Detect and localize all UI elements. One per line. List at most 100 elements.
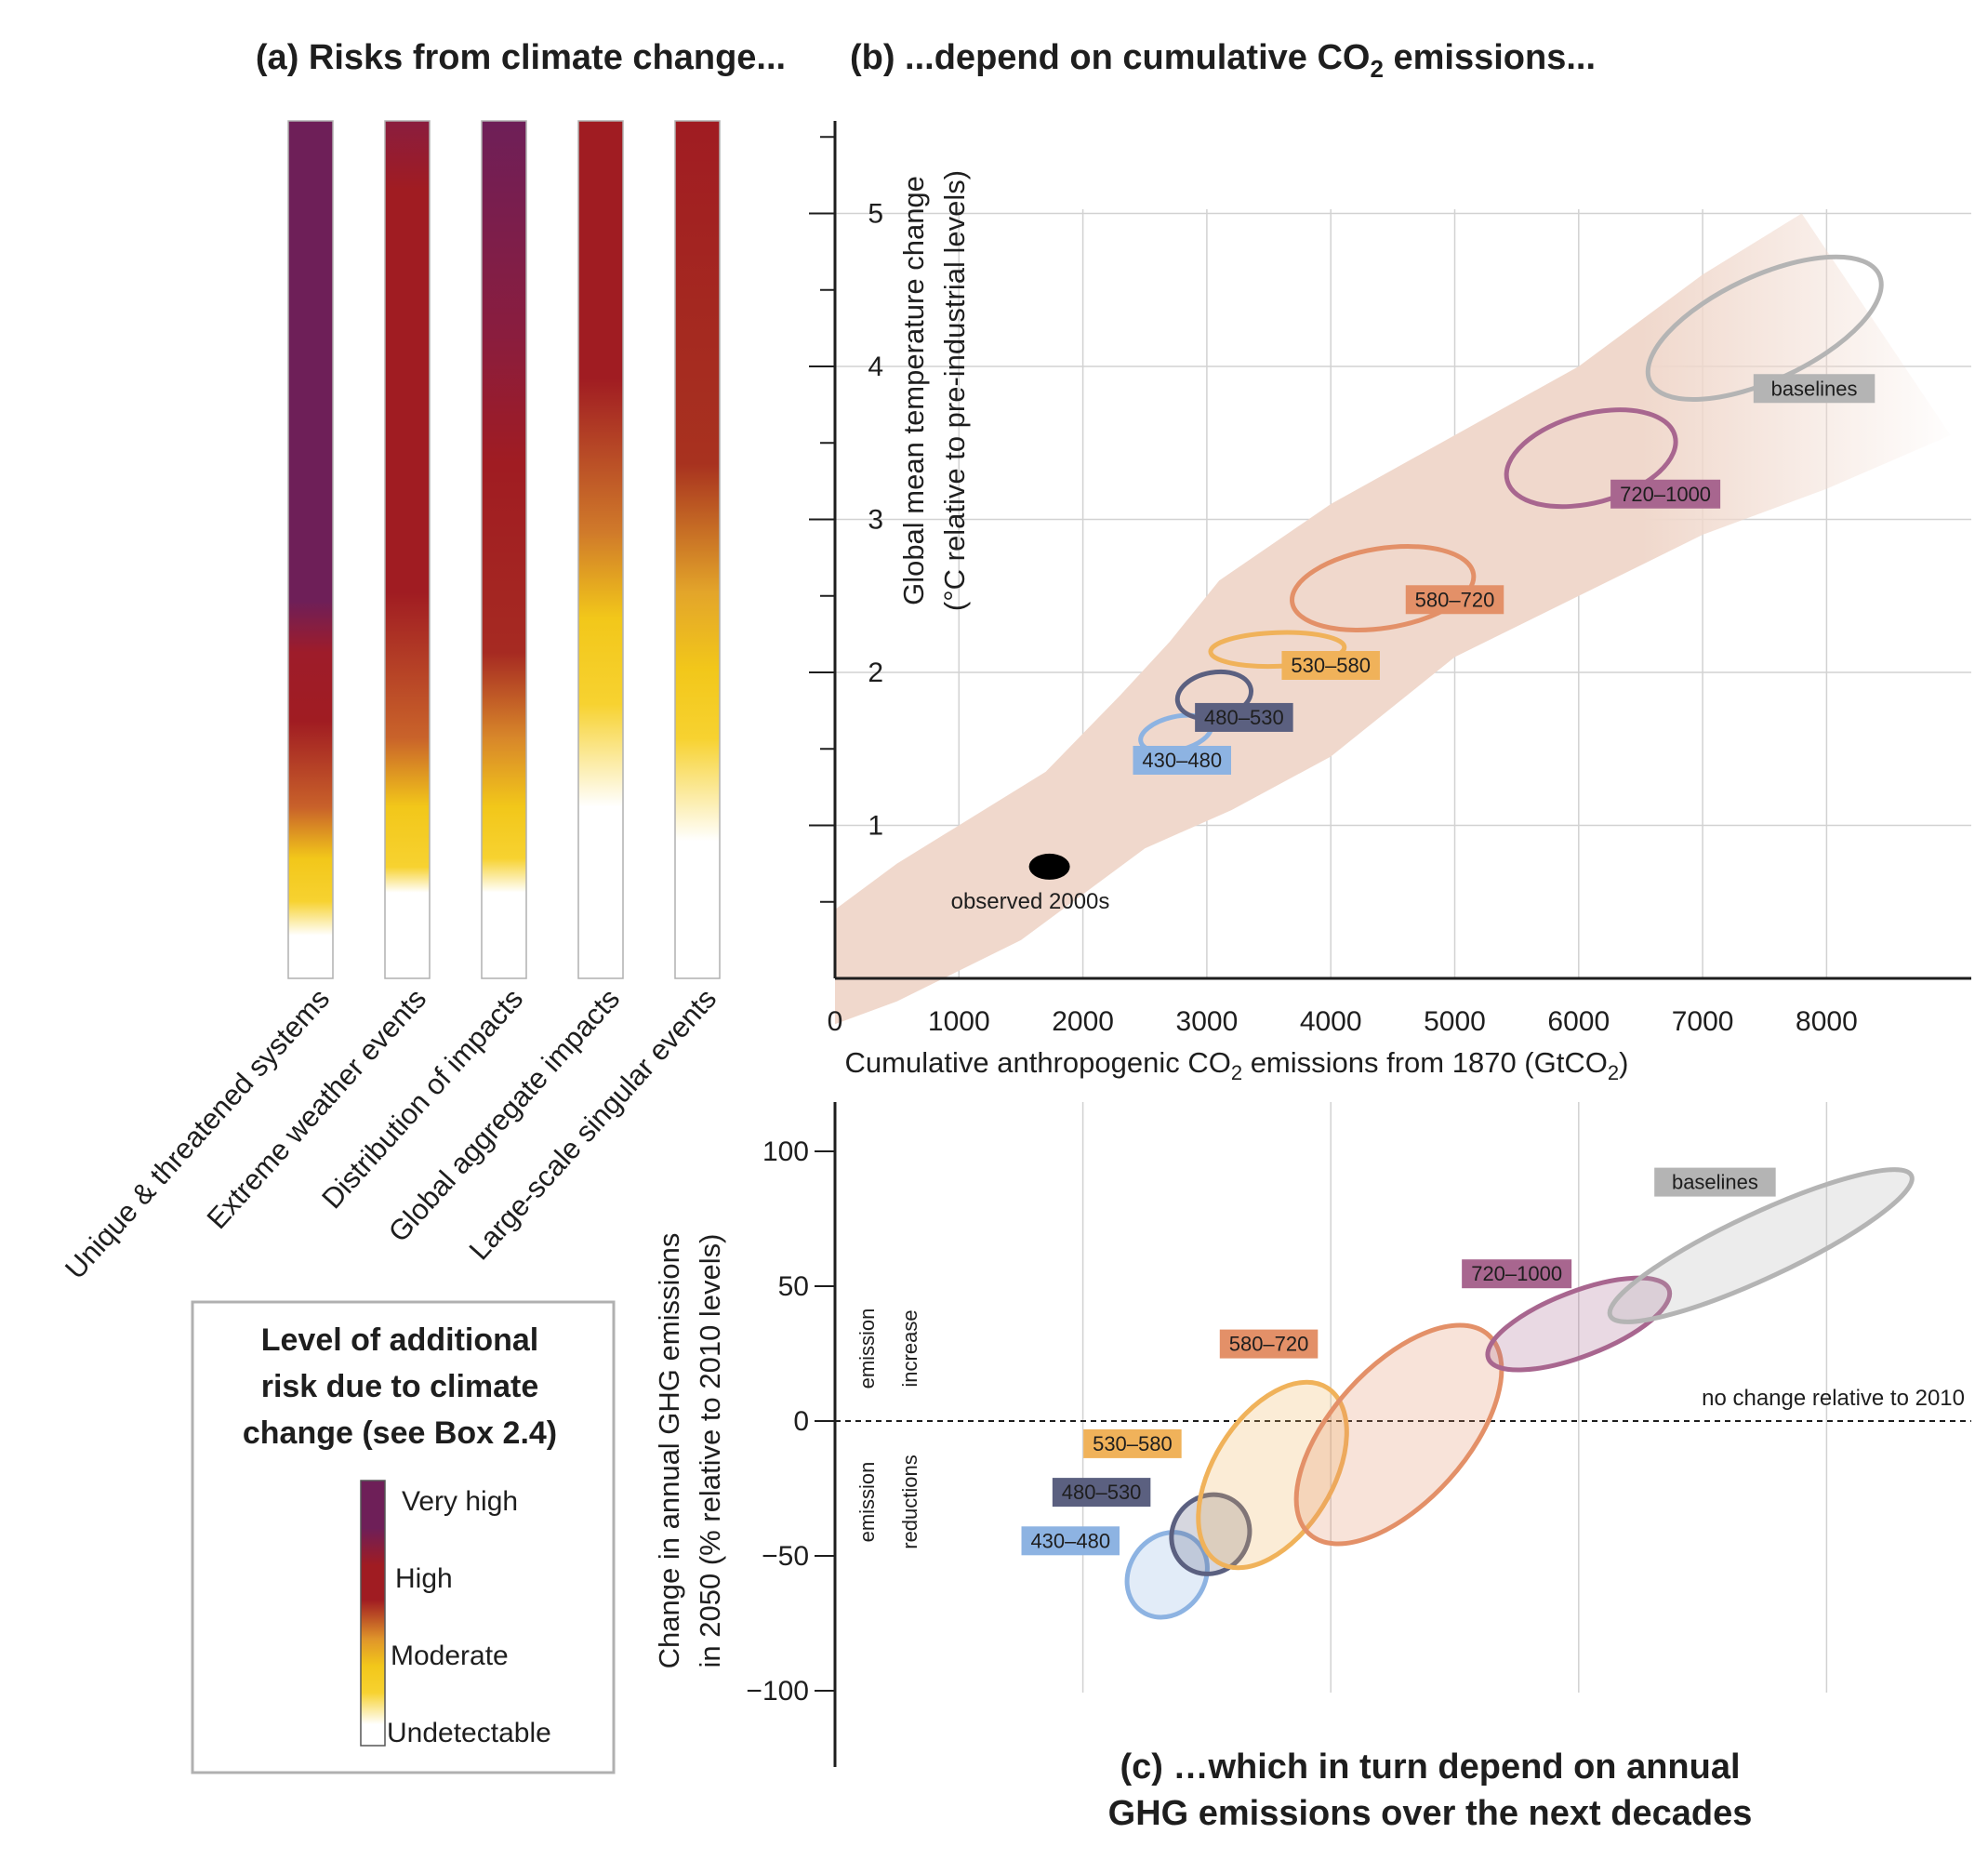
temperature-range-band: observed 2000s — [835, 213, 1951, 1025]
legend-undetectable: Undetectable — [387, 1718, 551, 1748]
legend-color-bar — [360, 1480, 386, 1747]
risk-column-3 — [481, 120, 527, 979]
panel-b-label-720–1000: 720–1000 — [1610, 479, 1721, 509]
panel-c-label-720–1000: 720–1000 — [1462, 1259, 1572, 1289]
risk-column-5 — [674, 120, 721, 979]
svg-text:580–720: 580–720 — [1415, 588, 1495, 611]
svg-text:580–720: 580–720 — [1229, 1333, 1309, 1356]
legend-title-line-1: Level of additional — [261, 1322, 538, 1358]
panel-c-y-tick-label: 100 — [762, 1136, 809, 1167]
panel-b-ellipse-530–580 — [1208, 630, 1347, 670]
risk-column-2 — [384, 120, 431, 979]
panel-a-title: (a) Risks from climate change... — [256, 38, 786, 77]
svg-text:430–480: 430–480 — [1030, 1529, 1110, 1552]
panel-b-ellipse-580–720 — [1290, 544, 1477, 632]
panel-c-ellipse-baselines — [1607, 1167, 1915, 1324]
panel-c-label-530–580: 530–580 — [1083, 1428, 1182, 1458]
svg-text:emission: emission — [855, 1309, 879, 1389]
panel-b-y-tick-label: 5 — [868, 199, 883, 230]
panel-c-grid — [835, 1102, 1971, 1693]
svg-text:480–530: 480–530 — [1204, 706, 1284, 729]
panel-c-y-axis-label: Change in annual GHG emissions in 2050 (… — [653, 1233, 726, 1669]
risk-legend: Level of additional risk due to climate … — [191, 1300, 616, 1774]
panel-c-ellipse-480–530 — [1169, 1492, 1252, 1576]
panel-b-axes: 1 2 3 4 5 0 1000 2000 3000 4000 5000 6000 7000 8000 — [809, 121, 1971, 1037]
panel-c-label-580–720: 580–720 — [1219, 1329, 1319, 1359]
panel-c-y-tick-label: 50 — [778, 1271, 809, 1302]
panel-b-x-tick-label: 2000 — [1052, 1006, 1114, 1037]
panel-c-y-tick-label: 0 — [793, 1406, 809, 1437]
panel-b-x-tick-label: 3000 — [1176, 1006, 1239, 1037]
panel-c: 100 50 0 −50 −100 430–480 480–530 530–580 580–7… — [653, 1102, 1971, 1833]
panel-b-ellipse-720–1000 — [1504, 407, 1678, 510]
panel-c-ellipse-720–1000 — [1485, 1275, 1673, 1373]
svg-text:720–1000: 720–1000 — [1471, 1262, 1562, 1285]
panel-c-label-baselines: baselines — [1654, 1167, 1776, 1197]
panel-b-label-430–480: 430–480 — [1133, 745, 1231, 775]
panel-b-label-580–720: 580–720 — [1405, 585, 1504, 615]
panel-b-label-480–530: 480–530 — [1195, 702, 1293, 732]
panel-b-y-tick-label: 3 — [868, 505, 883, 536]
panel-b-y-axis-label-line-2: (°C relative to pre-industrial levels) — [938, 170, 971, 611]
svg-text:baselines: baselines — [1672, 1171, 1758, 1194]
legend-title-line-3: change (see Box 2.4) — [243, 1415, 557, 1451]
panel-b-x-tick-label: 4000 — [1300, 1006, 1362, 1037]
panel-b-x-tick-label: 5000 — [1424, 1006, 1486, 1037]
legend-title-line-2: risk due to climate — [261, 1369, 539, 1404]
svg-text:480–530: 480–530 — [1062, 1481, 1142, 1504]
svg-text:530–580: 530–580 — [1291, 654, 1371, 677]
panel-b-y-axis-label-line-1: Global mean temperature change — [897, 176, 930, 605]
svg-text:530–580: 530–580 — [1093, 1432, 1173, 1455]
temperature-band — [835, 213, 1951, 1025]
emission-increase-label: emission increase — [855, 1309, 921, 1389]
svg-text:baselines: baselines — [1771, 377, 1858, 400]
panel-c-title-line-1: (c) …which in turn depend on annual — [1120, 1747, 1740, 1787]
svg-text:increase: increase — [898, 1309, 921, 1387]
panel-b-y-tick-label: 4 — [868, 352, 883, 382]
panel-b-x-tick-label: 7000 — [1672, 1006, 1734, 1037]
panel-b-scenario-labels: 430–480 480–530 530–580 580–720 720–1000 base… — [1133, 374, 1875, 775]
observed-2000s-marker — [1028, 853, 1070, 880]
svg-text:reductions: reductions — [898, 1455, 921, 1549]
panel-c-ellipse-530–580 — [1196, 1379, 1349, 1571]
svg-text:720–1000: 720–1000 — [1620, 483, 1711, 506]
panel-b-x-tick-label: 1000 — [928, 1006, 990, 1037]
panel-b-label-530–580: 530–580 — [1281, 651, 1380, 680]
legend-very-high: Very high — [402, 1486, 518, 1517]
observed-2000s-label: observed 2000s — [951, 889, 1110, 914]
svg-text:430–480: 430–480 — [1142, 749, 1222, 772]
panel-b-x-tick-label: 6000 — [1547, 1006, 1610, 1037]
legend-box — [191, 1300, 616, 1774]
panel-b-title: (b) ...depend on cumulative CO2 emission… — [850, 38, 1596, 83]
panel-c-y-tick-label: −100 — [746, 1676, 809, 1707]
panel-a: (a) Risks from climate change... Unique … — [59, 38, 786, 1285]
svg-text:emission: emission — [855, 1462, 879, 1543]
panel-c-scenario-ellipses — [1124, 1167, 1915, 1620]
emission-reductions-label: emission reductions — [855, 1455, 921, 1549]
zero-line-label: no change relative to 2010 — [1702, 1386, 1965, 1411]
panel-c-ellipse-580–720 — [1293, 1322, 1504, 1547]
panel-c-scenario-labels: 430–480 480–530 530–580 580–720 720–1000 base… — [1021, 1167, 1776, 1556]
panel-c-y-axis-label-line-1: Change in annual GHG emissions — [653, 1233, 685, 1669]
panel-c-title-line-2: GHG emissions over the next decades — [1108, 1794, 1753, 1833]
legend-moderate: Moderate — [391, 1641, 509, 1671]
legend-high: High — [395, 1563, 453, 1594]
panel-b-x-tick-label: 0 — [828, 1006, 843, 1037]
risk-column-4 — [577, 120, 624, 979]
panel-c-axes: 100 50 0 −50 −100 — [746, 1102, 837, 1767]
panel-b-y-axis-label: Global mean temperature change (°C relat… — [897, 170, 971, 611]
panel-b-x-axis-label: Cumulative anthropogenic CO2 emissions f… — [845, 1046, 1629, 1084]
panel-b-y-tick-label: 2 — [868, 658, 883, 688]
panel-c-label-480–530: 480–530 — [1052, 1478, 1151, 1508]
panel-c-ellipse-430–480 — [1124, 1530, 1210, 1620]
panel-b-label-baselines: baselines — [1753, 374, 1875, 404]
risk-column-1 — [287, 120, 334, 979]
panel-b-x-tick-label: 8000 — [1796, 1006, 1858, 1037]
panel-c-y-tick-label: −50 — [762, 1541, 809, 1572]
panel-c-y-axis-label-line-2: in 2050 (% relative to 2010 levels) — [694, 1234, 726, 1668]
panel-b-y-tick-label: 1 — [868, 811, 883, 842]
panel-c-label-430–480: 430–480 — [1021, 1526, 1120, 1556]
panel-b: (b) ...depend on cumulative CO2 emission… — [809, 38, 1971, 1084]
